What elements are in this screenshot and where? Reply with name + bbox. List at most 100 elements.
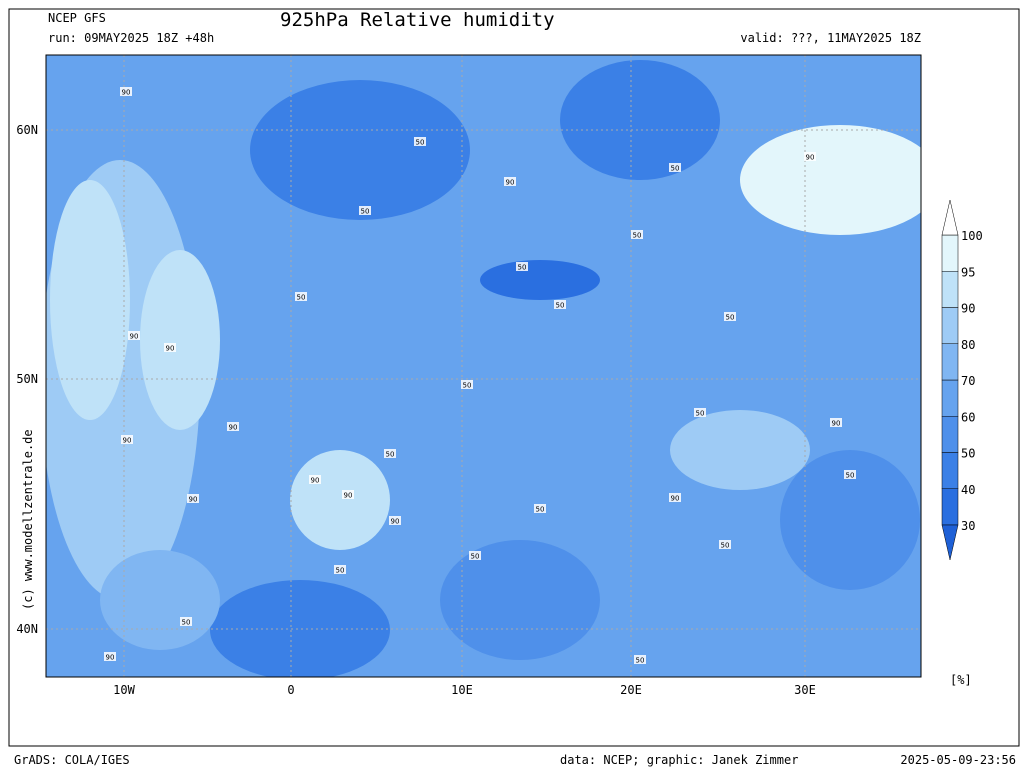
- contour-label: 50: [463, 382, 472, 390]
- contour-label: 90: [344, 492, 353, 500]
- contour-label: 90: [229, 424, 238, 432]
- lon-label: 10E: [451, 683, 473, 697]
- colorbar-segment: [941, 307, 959, 344]
- lon-label: 10W: [113, 683, 135, 697]
- contour-label-bg: [164, 343, 176, 352]
- colorbar-label: 95: [961, 265, 975, 279]
- contour-label: 90: [122, 89, 131, 97]
- colorbar-label: 30: [961, 519, 975, 533]
- contour-label: 90: [123, 437, 132, 445]
- colorbar-label: 40: [961, 483, 975, 497]
- valid: valid: ???, 11MAY2025 18Z: [740, 31, 921, 45]
- contour-label-bg: [104, 652, 116, 661]
- colorbar-segment: [941, 416, 959, 453]
- contour-label: 90: [106, 654, 115, 662]
- contour-label: 90: [311, 477, 320, 485]
- contour-label: 50: [721, 542, 730, 550]
- contour-label: 50: [633, 232, 642, 240]
- contour-label: 50: [386, 451, 395, 459]
- contour-label-bg: [469, 551, 481, 560]
- colorbar-label: 100: [961, 229, 983, 243]
- watermark: (c) www.modellzentrale.de: [21, 429, 35, 610]
- contour-label: 90: [506, 179, 515, 187]
- lon-label: 20E: [620, 683, 642, 697]
- contour-label-bg: [128, 331, 140, 340]
- contour-label: 90: [189, 496, 198, 504]
- contour-label: 90: [806, 154, 815, 162]
- contour-label: 50: [416, 139, 425, 147]
- lon-label: 30E: [794, 683, 816, 697]
- contour-label: 50: [671, 165, 680, 173]
- contour-label-bg: [414, 137, 426, 146]
- colorbar-segment: [941, 452, 959, 489]
- map: [45, 54, 922, 678]
- contour-label-bg: [187, 494, 199, 503]
- contour-label: 50: [336, 567, 345, 575]
- contour-label-bg: [830, 418, 842, 427]
- colorbar-label: 90: [961, 302, 975, 316]
- contour-label-bg: [634, 655, 646, 664]
- colorbar-unit: [%]: [950, 673, 972, 687]
- contour-label-bg: [844, 470, 856, 479]
- contour-label: 50: [297, 294, 306, 302]
- contour-label-bg: [669, 493, 681, 502]
- colorbar-segment: [941, 343, 959, 381]
- colorbar-label: 60: [961, 410, 975, 424]
- contour-label-bg: [804, 152, 816, 161]
- contour-label: 50: [182, 619, 191, 627]
- contour-label: 50: [536, 506, 545, 514]
- contour-label-bg: [389, 516, 401, 525]
- contour-label: 90: [671, 495, 680, 503]
- footer-right: 2025-05-09-23:56: [900, 753, 1016, 767]
- contour-label: 50: [846, 472, 855, 480]
- contour-label-bg: [724, 312, 736, 321]
- contour-label: 90: [832, 420, 841, 428]
- model: NCEP GFS: [48, 11, 106, 25]
- contour-label: 50: [726, 314, 735, 322]
- contour-label-bg: [694, 408, 706, 417]
- contour-label-bg: [342, 490, 354, 499]
- contour-label-bg: [534, 504, 546, 513]
- contour-label-bg: [554, 300, 566, 309]
- contour-label-bg: [120, 87, 132, 96]
- lon-label: 0: [287, 683, 294, 697]
- contour-label-bg: [719, 540, 731, 549]
- colorbar-bottom-arrow: [941, 524, 959, 561]
- colorbar-segment: [941, 488, 959, 526]
- contour-label-bg: [334, 565, 346, 574]
- colorbar-segment: [941, 271, 959, 308]
- colorbar-label: 70: [961, 374, 975, 388]
- contour-label: 50: [518, 264, 527, 272]
- contour-label: 50: [471, 553, 480, 561]
- contour-label: 90: [391, 518, 400, 526]
- contour-label-bg: [295, 292, 307, 301]
- contour-label-bg: [504, 177, 516, 186]
- contour-label-bg: [631, 230, 643, 239]
- footer-center: data: NCEP; graphic: Janek Zimmer: [560, 753, 798, 767]
- contour-label-bg: [669, 163, 681, 172]
- title: 925hPa Relative humidity: [280, 9, 555, 31]
- colorbar-segment: [941, 234, 959, 272]
- contour-label-bg: [461, 380, 473, 389]
- contour-label-bg: [359, 206, 371, 215]
- contour-label-bg: [180, 617, 192, 626]
- run: run: 09MAY2025 18Z +48h: [48, 31, 214, 45]
- contour-label-bg: [121, 435, 133, 444]
- frame: [8, 8, 1020, 747]
- lat-label: 60N: [16, 123, 38, 137]
- colorbar-label: 50: [961, 447, 975, 461]
- contour-label: 50: [361, 208, 370, 216]
- contour-label-bg: [384, 449, 396, 458]
- lat-label: 40N: [16, 622, 38, 636]
- contour-label-bg: [227, 422, 239, 431]
- contour-label: 50: [556, 302, 565, 310]
- footer-left: GrADS: COLA/IGES: [14, 753, 130, 767]
- contour-label: 50: [696, 410, 705, 418]
- colorbar-top-arrow: [941, 199, 959, 236]
- lat-label: 50N: [16, 372, 38, 386]
- contour-label-bg: [516, 262, 528, 271]
- contour-label: 50: [636, 657, 645, 665]
- colorbar-segment: [941, 379, 959, 417]
- contour-label: 90: [166, 345, 175, 353]
